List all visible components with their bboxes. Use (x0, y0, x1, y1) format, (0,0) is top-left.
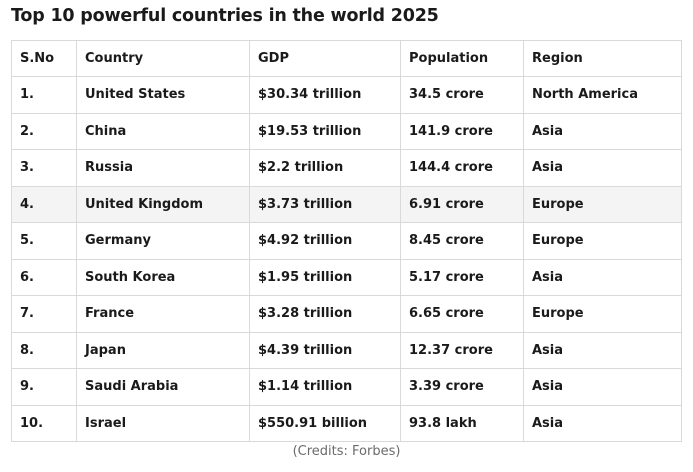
cell-gdp: $19.53 trillion (249, 112, 401, 150)
header-population: Population (400, 40, 524, 77)
cell-sno: 6. (11, 258, 77, 296)
table-row: 9. Saudi Arabia $1.14 trillion 3.39 cror… (11, 368, 682, 406)
countries-table: S.No Country GDP Population Region 1. Un… (11, 40, 682, 442)
cell-country: China (76, 112, 250, 150)
table-row: 8. Japan $4.39 trillion 12.37 crore Asia (11, 331, 682, 369)
cell-gdp: $2.2 trillion (249, 149, 401, 187)
cell-population: 34.5 crore (400, 76, 524, 114)
cell-region: Asia (523, 331, 682, 369)
cell-region: Europe (523, 185, 682, 223)
cell-sno: 3. (11, 149, 77, 187)
cell-region: Europe (523, 295, 682, 333)
cell-gdp: $3.28 trillion (249, 295, 401, 333)
cell-sno: 5. (11, 222, 77, 260)
cell-population: 141.9 crore (400, 112, 524, 150)
credits-caption: (Credits: Forbes) (292, 444, 401, 459)
cell-region: North America (523, 76, 682, 114)
cell-country: France (76, 295, 250, 333)
cell-country: United Kingdom (76, 185, 250, 223)
page-title: Top 10 powerful countries in the world 2… (11, 6, 439, 26)
cell-population: 3.39 crore (400, 368, 524, 406)
table-row: 3. Russia $2.2 trillion 144.4 crore Asia (11, 149, 682, 187)
cell-population: 144.4 crore (400, 149, 524, 187)
cell-region: Asia (523, 149, 682, 187)
cell-country: Japan (76, 331, 250, 369)
table-header-row: S.No Country GDP Population Region (11, 40, 682, 77)
cell-gdp: $30.34 trillion (249, 76, 401, 114)
cell-population: 6.65 crore (400, 295, 524, 333)
table-row: 2. China $19.53 trillion 141.9 crore Asi… (11, 112, 682, 150)
cell-country: South Korea (76, 258, 250, 296)
table-row-highlighted: 4. United Kingdom $3.73 trillion 6.91 cr… (11, 185, 682, 223)
cell-gdp: $1.95 trillion (249, 258, 401, 296)
table-row: 5. Germany $4.92 trillion 8.45 crore Eur… (11, 222, 682, 260)
table-row: 7. France $3.28 trillion 6.65 crore Euro… (11, 295, 682, 333)
cell-country: Israel (76, 404, 250, 442)
table-row: 10. Israel $550.91 billion 93.8 lakh Asi… (11, 404, 682, 442)
table-row: 1. United States $30.34 trillion 34.5 cr… (11, 76, 682, 114)
cell-country: Saudi Arabia (76, 368, 250, 406)
header-country: Country (76, 40, 250, 77)
cell-gdp: $4.39 trillion (249, 331, 401, 369)
table-row: 6. South Korea $1.95 trillion 5.17 crore… (11, 258, 682, 296)
cell-population: 8.45 crore (400, 222, 524, 260)
header-gdp: GDP (249, 40, 401, 77)
cell-population: 6.91 crore (400, 185, 524, 223)
cell-sno: 8. (11, 331, 77, 369)
cell-sno: 10. (11, 404, 77, 442)
cell-population: 12.37 crore (400, 331, 524, 369)
cell-gdp: $3.73 trillion (249, 185, 401, 223)
cell-population: 93.8 lakh (400, 404, 524, 442)
cell-gdp: $1.14 trillion (249, 368, 401, 406)
cell-country: United States (76, 76, 250, 114)
header-sno: S.No (11, 40, 77, 77)
cell-country: Germany (76, 222, 250, 260)
cell-sno: 1. (11, 76, 77, 114)
cell-region: Asia (523, 258, 682, 296)
cell-region: Asia (523, 404, 682, 442)
header-region: Region (523, 40, 682, 77)
cell-gdp: $550.91 billion (249, 404, 401, 442)
cell-sno: 4. (11, 185, 77, 223)
cell-sno: 2. (11, 112, 77, 150)
cell-region: Europe (523, 222, 682, 260)
cell-gdp: $4.92 trillion (249, 222, 401, 260)
cell-sno: 9. (11, 368, 77, 406)
cell-population: 5.17 crore (400, 258, 524, 296)
cell-sno: 7. (11, 295, 77, 333)
cell-region: Asia (523, 112, 682, 150)
cell-region: Asia (523, 368, 682, 406)
cell-country: Russia (76, 149, 250, 187)
